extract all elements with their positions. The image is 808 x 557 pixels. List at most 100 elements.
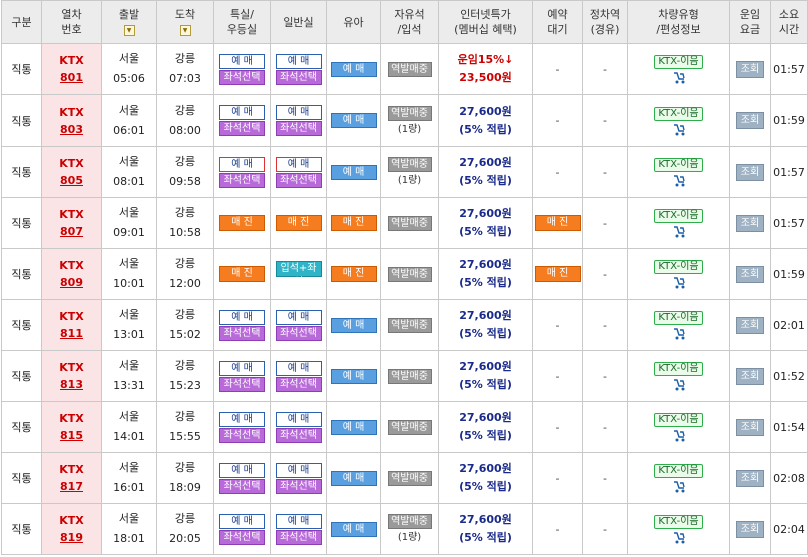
special-seat-select-button[interactable]: 좌석선택 xyxy=(219,478,265,494)
special-seat-select-button[interactable]: 좌석선택 xyxy=(219,376,265,392)
fare-query-button[interactable]: 조회 xyxy=(736,418,764,436)
child-reserve-button[interactable]: 예 매 xyxy=(330,368,377,384)
fare-query-button[interactable]: 조회 xyxy=(736,214,764,232)
special-reserve-button[interactable]: 예 매 xyxy=(219,309,265,325)
child-reserve-button[interactable]: 예 매 xyxy=(330,164,377,180)
header-general: 일반실 xyxy=(270,0,327,44)
child-reserve-button[interactable]: 예 매 xyxy=(330,61,377,77)
child-cell: 예 매 xyxy=(326,350,381,402)
child-cell: 예 매 xyxy=(326,452,381,504)
free-seat-cell: 역발매중 xyxy=(380,43,439,95)
vehicle-type-link[interactable]: KTX-이음 xyxy=(654,464,703,478)
vehicle-type-link[interactable]: KTX-이음 xyxy=(654,158,703,172)
header-special: 특실/우등실 xyxy=(213,0,271,44)
child-reserve-button[interactable]: 예 매 xyxy=(330,113,377,128)
vehicle-type-link[interactable]: KTX-이음 xyxy=(654,413,703,427)
vehicle-type-link[interactable]: KTX-이음 xyxy=(654,515,703,529)
fare-query-button[interactable]: 조회 xyxy=(736,469,764,487)
reserve-wait-cell: - xyxy=(532,299,583,351)
special-reserve-button[interactable]: 예 매 xyxy=(219,513,265,529)
depart-cell: 서울 13:01 xyxy=(101,299,157,351)
station-sale-badge: 역발매중 xyxy=(387,266,432,282)
fare-query-cell: 조회 xyxy=(729,452,771,504)
vehicle-type-link[interactable]: KTX-이음 xyxy=(654,106,703,121)
special-seat-select-button[interactable]: 좌석선택 xyxy=(219,427,265,443)
arrive-cell: 강릉 15:02 xyxy=(156,299,214,351)
special-reserve-button[interactable]: 예 매 xyxy=(219,53,265,69)
reserve-wait-value: - xyxy=(555,114,560,127)
general-seat-select-button[interactable]: 좌석선택 xyxy=(275,69,322,85)
train-number-cell: KTX 813 xyxy=(41,350,102,402)
fare-price: 27,600원 xyxy=(459,411,512,424)
general-seat-select-button[interactable]: 좌석선택 xyxy=(275,172,322,188)
arrive-cell: 강릉 15:55 xyxy=(156,401,214,453)
general-reserve-button[interactable]: 예 매 xyxy=(275,513,322,529)
vehicle-cell: KTX-이음 xyxy=(627,94,730,147)
sort-depart-icon[interactable]: ▼ xyxy=(123,24,135,36)
sort-arrive-icon[interactable]: ▼ xyxy=(179,24,191,36)
type-cell: 직통 xyxy=(1,299,42,351)
special-reserve-button[interactable]: 예 매 xyxy=(219,105,265,120)
general-reserve-button[interactable]: 예 매 xyxy=(275,53,322,69)
special-reserve-button[interactable]: 예 매 xyxy=(219,411,265,427)
header-online: 인터넷특가 (멤버십 혜택) xyxy=(438,0,533,44)
general-standing-seat-button[interactable]: 입석+좌석 xyxy=(275,260,322,288)
vehicle-type-link[interactable]: KTX-이음 xyxy=(654,209,703,223)
train-number-link[interactable]: 805 xyxy=(60,174,83,187)
child-reserve-button[interactable]: 예 매 xyxy=(330,521,377,537)
train-number-link[interactable]: 811 xyxy=(60,327,83,340)
special-cell: 예 매 좌석선택 xyxy=(213,452,271,504)
train-number-link[interactable]: 819 xyxy=(60,531,83,544)
train-number-link[interactable]: 807 xyxy=(60,225,83,238)
general-seat-select-button[interactable]: 좌석선택 xyxy=(275,325,322,341)
vehicle-type-link[interactable]: KTX-이음 xyxy=(654,55,703,69)
fare-query-button[interactable]: 조회 xyxy=(736,316,764,334)
special-seat-select-button[interactable]: 좌석선택 xyxy=(219,325,265,341)
special-seat-select-button[interactable]: 좌석선택 xyxy=(219,69,265,85)
special-reserve-button[interactable]: 예 매 xyxy=(219,156,265,172)
vehicle-type-link[interactable]: KTX-이음 xyxy=(654,260,703,274)
train-number-link[interactable]: 801 xyxy=(60,71,83,84)
free-car-count: (1량) xyxy=(397,532,422,543)
fare-query-button[interactable]: 조회 xyxy=(736,163,764,181)
train-number-link[interactable]: 809 xyxy=(60,276,83,289)
train-number-link[interactable]: 803 xyxy=(60,122,83,136)
fare-query-cell: 조회 xyxy=(729,401,771,453)
special-cell: 매 진 xyxy=(213,197,271,249)
child-cell: 예 매 xyxy=(326,146,381,198)
fare-query-button[interactable]: 조회 xyxy=(736,367,764,385)
reserve-wait-cell: - xyxy=(532,146,583,198)
special-sold-out-badge: 매 진 xyxy=(219,266,265,282)
general-reserve-button[interactable]: 예 매 xyxy=(275,360,322,376)
general-seat-select-button[interactable]: 좌석선택 xyxy=(275,427,322,443)
train-number-link[interactable]: 815 xyxy=(60,429,83,442)
special-seat-select-button[interactable]: 좌석선택 xyxy=(219,121,265,136)
fare-query-button[interactable]: 조회 xyxy=(736,520,764,538)
general-seat-select-button[interactable]: 좌석선택 xyxy=(275,121,322,136)
general-seat-select-button[interactable]: 좌석선택 xyxy=(275,478,322,494)
general-seat-select-button[interactable]: 좌석선택 xyxy=(275,529,322,545)
general-reserve-button[interactable]: 예 매 xyxy=(275,309,322,325)
train-number-link[interactable]: 813 xyxy=(60,378,83,391)
special-reserve-button[interactable]: 예 매 xyxy=(219,360,265,376)
general-reserve-button[interactable]: 예 매 xyxy=(275,105,322,120)
fare-query-button[interactable]: 조회 xyxy=(736,265,764,283)
general-seat-select-button[interactable]: 좌석선택 xyxy=(275,376,322,392)
fare-query-button[interactable]: 조회 xyxy=(736,112,764,129)
special-seat-select-button[interactable]: 좌석선택 xyxy=(219,172,265,188)
fare-query-cell: 조회 xyxy=(729,43,771,95)
special-seat-select-button[interactable]: 좌석선택 xyxy=(219,529,265,545)
child-sold-out-badge: 매 진 xyxy=(330,266,377,282)
general-reserve-button[interactable]: 예 매 xyxy=(275,156,322,172)
child-reserve-button[interactable]: 예 매 xyxy=(330,470,377,486)
fare-query-button[interactable]: 조회 xyxy=(736,60,764,78)
train-number-link[interactable]: 817 xyxy=(60,480,83,493)
general-reserve-button[interactable]: 예 매 xyxy=(275,411,322,427)
special-reserve-button[interactable]: 예 매 xyxy=(219,462,265,478)
vehicle-type-link[interactable]: KTX-이음 xyxy=(654,311,703,325)
vehicle-type-link[interactable]: KTX-이음 xyxy=(654,362,703,376)
child-reserve-button[interactable]: 예 매 xyxy=(330,317,377,333)
general-reserve-button[interactable]: 예 매 xyxy=(275,462,322,478)
child-reserve-button[interactable]: 예 매 xyxy=(330,419,377,435)
